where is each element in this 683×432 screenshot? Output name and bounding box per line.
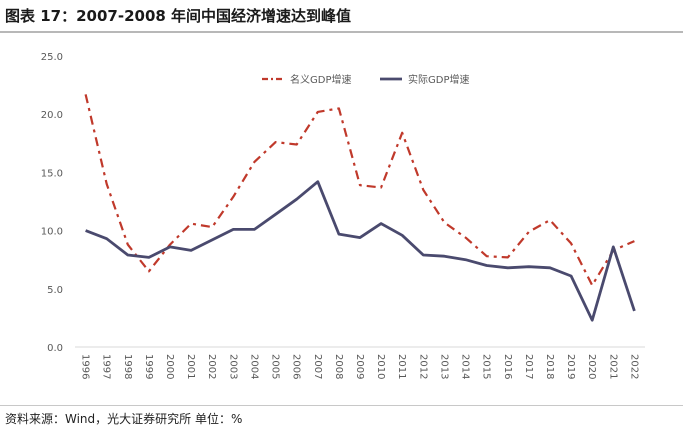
x-tick-label: 2013: [438, 354, 449, 379]
x-tick-label: 2018: [544, 354, 555, 379]
x-tick-label: 2021: [607, 354, 618, 379]
real-gdp-line: [85, 180, 636, 322]
x-tick-label: 2003: [227, 354, 238, 379]
chart-legend: 名义GDP增速 实际GDP增速: [262, 73, 469, 86]
x-tick-label: 2004: [248, 354, 259, 379]
x-tick-label: 2007: [312, 354, 323, 379]
x-tick-label: 2012: [417, 354, 428, 379]
x-tick-label: 2016: [502, 354, 513, 379]
x-tick-label: 2022: [628, 354, 639, 379]
title-divider: [0, 31, 683, 33]
x-tick-label: 2009: [354, 354, 365, 379]
nominal-gdp-line: [84, 94, 635, 287]
x-tick-label: 2000: [164, 354, 175, 379]
x-tick-label: 2014: [460, 354, 471, 379]
x-tick-label: 2005: [270, 354, 281, 379]
y-tick-label: 20.0: [41, 110, 63, 121]
series-lines: [84, 94, 636, 322]
gdp-growth-chart: 0.0 5.0 10.0 15.0 20.0 25.0 1996 1997 1998 1999 2…: [41, 52, 645, 379]
x-tick-label: 2010: [375, 354, 386, 379]
y-axis-tick-labels: 0.0 5.0 10.0 15.0 20.0 25.0: [41, 52, 63, 354]
x-tick-label: 1999: [143, 354, 154, 379]
legend-label: 名义GDP增速: [290, 73, 351, 86]
x-tick-label: 1997: [101, 354, 112, 379]
y-tick-label: 25.0: [41, 52, 63, 63]
x-tick-label: 2011: [396, 354, 407, 379]
legend-label: 实际GDP增速: [408, 73, 469, 86]
x-tick-label: 1998: [122, 354, 133, 379]
x-tick-label: 2017: [523, 354, 534, 379]
x-tick-label: 2020: [586, 354, 597, 379]
x-tick-label: 1996: [80, 354, 91, 379]
x-axis-tick-labels: 1996 1997 1998 1999 2000 2001 2002 2003 2004 2005…: [80, 354, 640, 379]
y-tick-label: 5.0: [47, 285, 63, 296]
source-note: 资料来源：Wind，光大证券研究所 单位：%: [5, 412, 243, 426]
y-tick-label: 15.0: [41, 168, 63, 179]
y-tick-label: 10.0: [41, 227, 63, 238]
footer-divider: [0, 405, 683, 406]
figure-title: 图表 17：2007-2008 年间中国经济增速达到峰值: [5, 7, 352, 25]
x-tick-label: 2002: [206, 354, 217, 379]
x-tick-label: 2006: [291, 354, 302, 379]
y-tick-label: 0.0: [47, 343, 63, 354]
x-tick-label: 2008: [333, 354, 344, 379]
x-tick-label: 2019: [565, 354, 576, 379]
x-tick-label: 2015: [481, 354, 492, 379]
x-tick-label: 2001: [185, 354, 196, 379]
